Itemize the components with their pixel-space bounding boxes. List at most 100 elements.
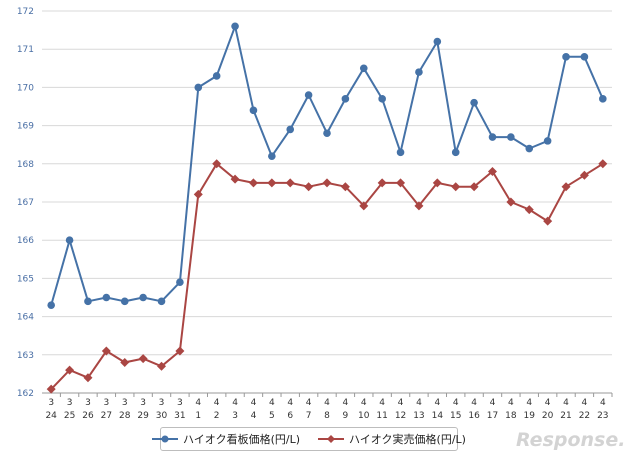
x-tick-label-day: 19 — [524, 411, 536, 421]
x-tick-label-day: 14 — [432, 411, 444, 421]
x-tick-label-month: 4 — [343, 398, 349, 408]
data-point — [248, 178, 258, 188]
data-point — [598, 159, 608, 169]
data-point — [359, 64, 368, 73]
x-tick-label-month: 4 — [453, 398, 459, 408]
x-tick-label-month: 3 — [140, 398, 146, 408]
x-tick-label-month: 4 — [600, 398, 606, 408]
data-point — [157, 297, 166, 306]
data-point — [599, 95, 607, 103]
legend: ハイオク看板価格(円/L) ハイオク実売価格(円/L) — [152, 427, 466, 451]
x-tick-label-day: 24 — [45, 411, 57, 421]
x-tick-label-month: 4 — [398, 398, 404, 408]
x-tick-label-month: 3 — [159, 398, 165, 408]
y-tick-label: 166 — [17, 236, 34, 246]
data-point — [378, 95, 386, 103]
gridlines — [42, 10, 612, 394]
x-tick-label-day: 23 — [597, 411, 608, 421]
y-tick-label: 162 — [17, 389, 34, 399]
x-tick-label-month: 4 — [361, 398, 367, 408]
series-line-1 — [50, 162, 604, 390]
data-point — [487, 166, 497, 176]
data-point — [323, 129, 331, 138]
x-tick-label-day: 9 — [343, 411, 349, 421]
legend-item-signboard-price: ハイオク看板価格(円/L) — [152, 431, 300, 447]
series-line-0 — [50, 25, 604, 306]
x-tick-label-day: 8 — [324, 411, 330, 421]
x-tick-label-day: 22 — [579, 411, 590, 421]
y-tick-label: 164 — [17, 313, 34, 323]
data-point — [396, 178, 406, 188]
data-point — [285, 178, 295, 188]
data-point — [231, 22, 239, 31]
data-point — [194, 83, 203, 92]
x-tick-label-day: 25 — [64, 411, 75, 421]
x-tick-label-month: 4 — [379, 398, 385, 408]
data-point — [83, 373, 93, 383]
data-point — [102, 293, 111, 302]
x-tick-label-month: 4 — [490, 398, 496, 408]
x-tick-label-day: 12 — [395, 411, 406, 421]
x-tick-label-day: 1 — [195, 411, 201, 421]
x-tick-label-day: 30 — [156, 411, 168, 421]
x-tick-label-day: 16 — [468, 411, 480, 421]
legend-swatch-circle-icon — [152, 435, 179, 443]
x-tick-label-month: 4 — [324, 398, 330, 408]
x-tick-label-day: 20 — [542, 411, 554, 421]
y-tick-label: 167 — [17, 198, 34, 208]
watermark-text: Response. — [516, 429, 625, 451]
y-tick-label: 168 — [17, 160, 34, 170]
x-tick-label-day: 5 — [269, 411, 275, 421]
x-tick-label-month: 4 — [269, 398, 275, 408]
data-point — [524, 205, 534, 215]
data-point — [507, 133, 515, 141]
legend-label: ハイオク看板価格(円/L) — [183, 433, 300, 446]
axes — [42, 392, 613, 397]
x-tick-label-day: 4 — [251, 411, 257, 421]
data-point — [562, 53, 570, 61]
x-tick-label-month: 4 — [563, 398, 569, 408]
x-tick-label-day: 17 — [487, 411, 498, 421]
x-tick-label-month: 4 — [195, 398, 201, 408]
data-point — [359, 201, 369, 211]
data-point — [212, 159, 222, 169]
data-point — [433, 37, 442, 46]
y-tick-label: 165 — [17, 274, 34, 284]
x-tick-label-month: 4 — [471, 398, 477, 408]
y-tick-label: 172 — [17, 7, 34, 17]
series-lines — [50, 25, 604, 390]
data-point — [65, 236, 74, 244]
x-tick-label-day: 27 — [101, 411, 112, 421]
data-point — [304, 182, 314, 192]
data-point — [139, 293, 147, 302]
y-tick-label: 163 — [17, 351, 34, 361]
x-tick-label-month: 3 — [67, 398, 73, 408]
y-tick-label: 169 — [17, 122, 34, 132]
x-tick-label-month: 3 — [48, 398, 54, 408]
legend-swatch-diamond-icon — [318, 435, 344, 443]
data-point — [212, 72, 221, 80]
data-point — [322, 178, 332, 188]
data-point — [580, 53, 589, 61]
x-tick-label-day: 7 — [306, 411, 312, 421]
data-point — [432, 178, 442, 188]
series-markers — [46, 22, 608, 394]
x-tick-label-month: 4 — [526, 398, 532, 408]
data-point — [451, 182, 461, 192]
x-tick-label-month: 4 — [416, 398, 422, 408]
legend-label: ハイオク実売価格(円/L) — [349, 433, 466, 446]
data-point — [470, 98, 478, 107]
data-point — [561, 182, 571, 192]
x-tick-label-day: 26 — [82, 411, 94, 421]
data-point — [101, 346, 111, 356]
data-point — [157, 361, 167, 371]
data-point — [65, 365, 75, 375]
data-point — [579, 170, 589, 180]
data-point — [304, 91, 313, 99]
data-point — [543, 216, 553, 226]
data-point — [84, 297, 92, 306]
data-point — [46, 384, 56, 394]
data-point — [267, 178, 277, 188]
x-tick-label-day: 3 — [232, 411, 238, 421]
